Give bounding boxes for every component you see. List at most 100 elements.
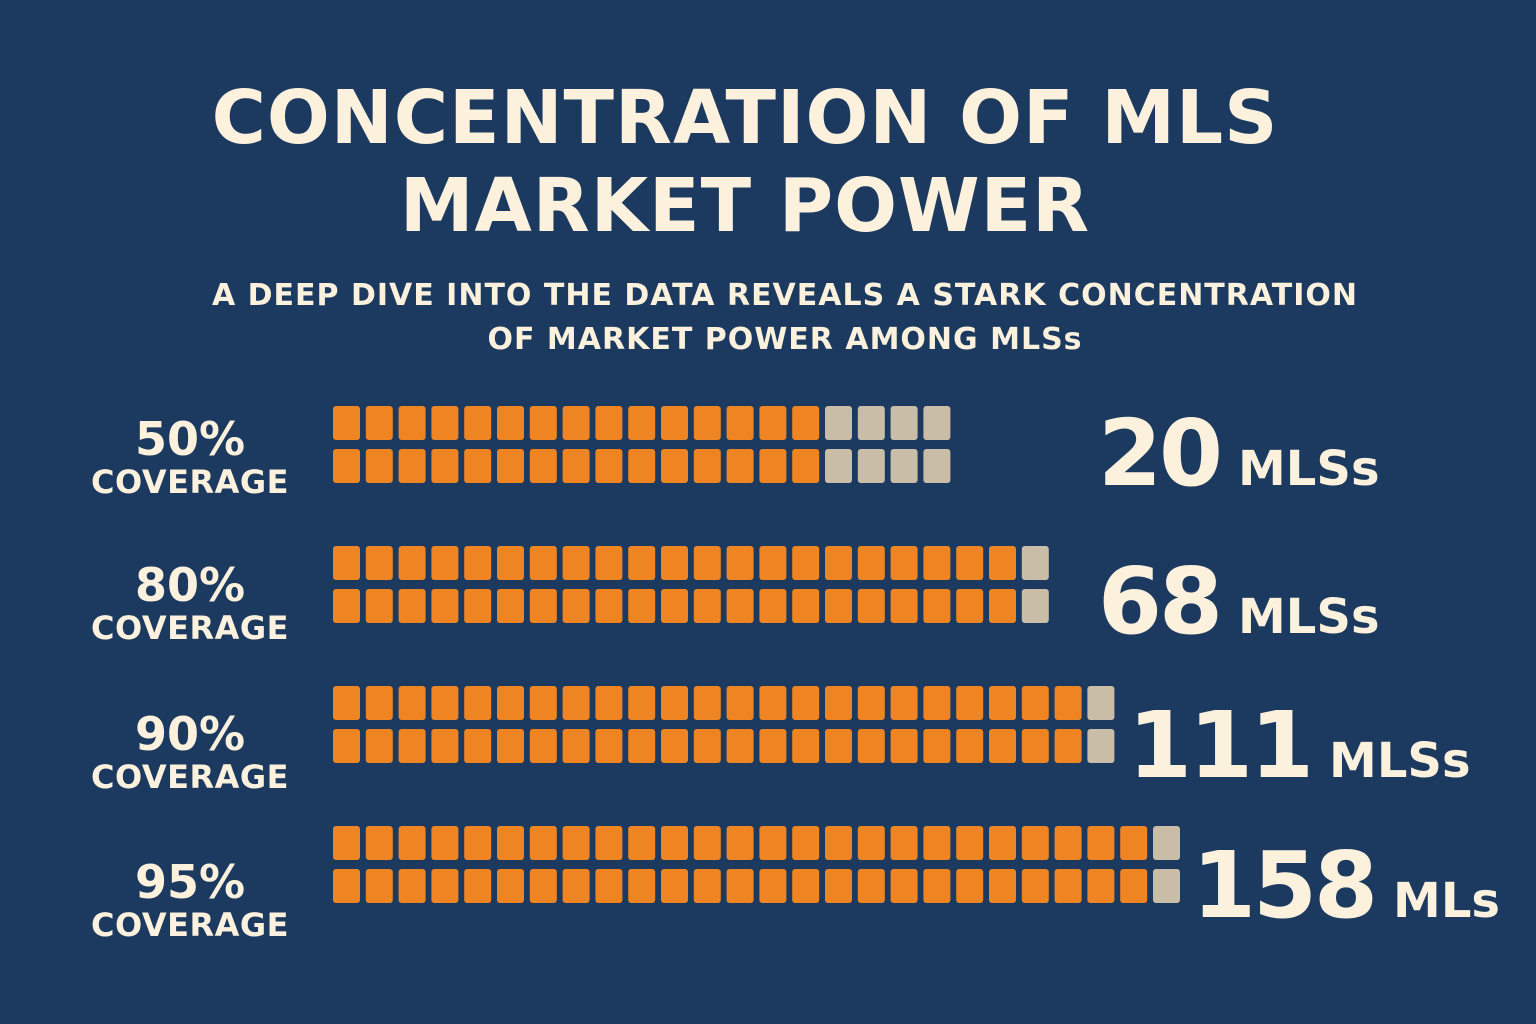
filled-block — [431, 449, 459, 483]
filled-block — [497, 589, 524, 623]
filled-block — [464, 589, 492, 623]
filled-block — [628, 686, 656, 720]
filled-block — [333, 589, 360, 623]
filled-block — [857, 589, 885, 623]
filled-block — [628, 869, 656, 903]
result-count: 20 — [1098, 400, 1223, 507]
empty-block — [1087, 729, 1115, 763]
filled-block — [792, 406, 820, 440]
filled-block — [628, 406, 656, 440]
empty-block — [923, 406, 951, 440]
filled-block — [726, 406, 754, 440]
filled-block — [1120, 826, 1148, 860]
filled-block — [989, 546, 1016, 580]
filled-block — [595, 449, 623, 483]
row-label-95: 95% COVERAGE — [70, 857, 310, 943]
filled-block — [398, 686, 426, 720]
filled-block — [398, 546, 426, 580]
filled-block — [628, 826, 656, 860]
filled-block — [562, 449, 590, 483]
row-label-50: 50% COVERAGE — [70, 414, 310, 500]
coverage-bar-95 — [333, 826, 1180, 903]
filled-block — [1054, 826, 1082, 860]
filled-block — [1054, 869, 1082, 903]
empty-block — [890, 449, 918, 483]
result-count: 68 — [1098, 548, 1223, 655]
chart-subtitle-line-2: OF MARKET POWER AMONG MLSs — [487, 322, 1083, 357]
filled-block — [825, 589, 852, 623]
row-percent-label: 90% — [134, 707, 246, 761]
filled-block — [857, 686, 885, 720]
filled-block — [431, 406, 459, 440]
filled-block — [595, 869, 623, 903]
filled-block — [595, 729, 623, 763]
filled-block — [726, 686, 754, 720]
filled-block — [464, 826, 492, 860]
filled-block — [923, 589, 951, 623]
filled-block — [857, 729, 885, 763]
chart-title-line-1: CONCENTRATION OF MLS — [211, 75, 1279, 161]
filled-block — [792, 869, 820, 903]
row-percent-label: 95% — [134, 855, 246, 909]
filled-block — [1054, 729, 1082, 763]
filled-block — [857, 826, 885, 860]
empty-block — [1021, 546, 1049, 580]
filled-block — [792, 589, 820, 623]
filled-block — [726, 869, 754, 903]
filled-block — [497, 449, 524, 483]
filled-block — [333, 686, 360, 720]
filled-block — [365, 729, 393, 763]
filled-block — [759, 729, 787, 763]
filled-block — [431, 686, 459, 720]
filled-block — [759, 826, 787, 860]
filled-block — [497, 869, 524, 903]
filled-block — [825, 869, 852, 903]
filled-block — [661, 406, 688, 440]
filled-block — [595, 406, 623, 440]
filled-block — [497, 546, 524, 580]
filled-block — [529, 589, 557, 623]
coverage-bar-90 — [333, 686, 1115, 763]
filled-block — [398, 826, 426, 860]
filled-block — [464, 406, 492, 440]
filled-block — [923, 869, 951, 903]
filled-block — [628, 729, 656, 763]
chart-title-line-2: MARKET POWER — [399, 163, 1091, 249]
filled-block — [398, 406, 426, 440]
filled-block — [825, 546, 852, 580]
filled-block — [693, 869, 721, 903]
filled-block — [398, 729, 426, 763]
row-coverage-label: COVERAGE — [91, 609, 289, 647]
filled-block — [595, 589, 623, 623]
filled-block — [365, 546, 393, 580]
filled-block — [431, 869, 459, 903]
filled-block — [792, 729, 820, 763]
filled-block — [923, 826, 951, 860]
filled-block — [333, 729, 360, 763]
filled-block — [890, 869, 918, 903]
filled-block — [759, 406, 787, 440]
result-unit: MLSs — [1238, 441, 1380, 497]
filled-block — [431, 826, 459, 860]
filled-block — [956, 826, 984, 860]
filled-block — [956, 729, 984, 763]
filled-block — [693, 449, 721, 483]
filled-block — [1021, 869, 1049, 903]
filled-block — [562, 589, 590, 623]
filled-block — [956, 589, 984, 623]
filled-block — [1054, 686, 1082, 720]
filled-block — [693, 686, 721, 720]
filled-block — [661, 546, 688, 580]
filled-block — [365, 869, 393, 903]
filled-block — [693, 546, 721, 580]
filled-block — [1087, 826, 1115, 860]
filled-block — [956, 869, 984, 903]
filled-block — [365, 826, 393, 860]
filled-block — [1120, 869, 1148, 903]
filled-block — [661, 869, 688, 903]
filled-block — [693, 826, 721, 860]
row-coverage-label: COVERAGE — [91, 906, 289, 944]
filled-block — [989, 686, 1016, 720]
coverage-bar-80 — [333, 546, 1049, 623]
result-count: 158 — [1192, 832, 1378, 939]
